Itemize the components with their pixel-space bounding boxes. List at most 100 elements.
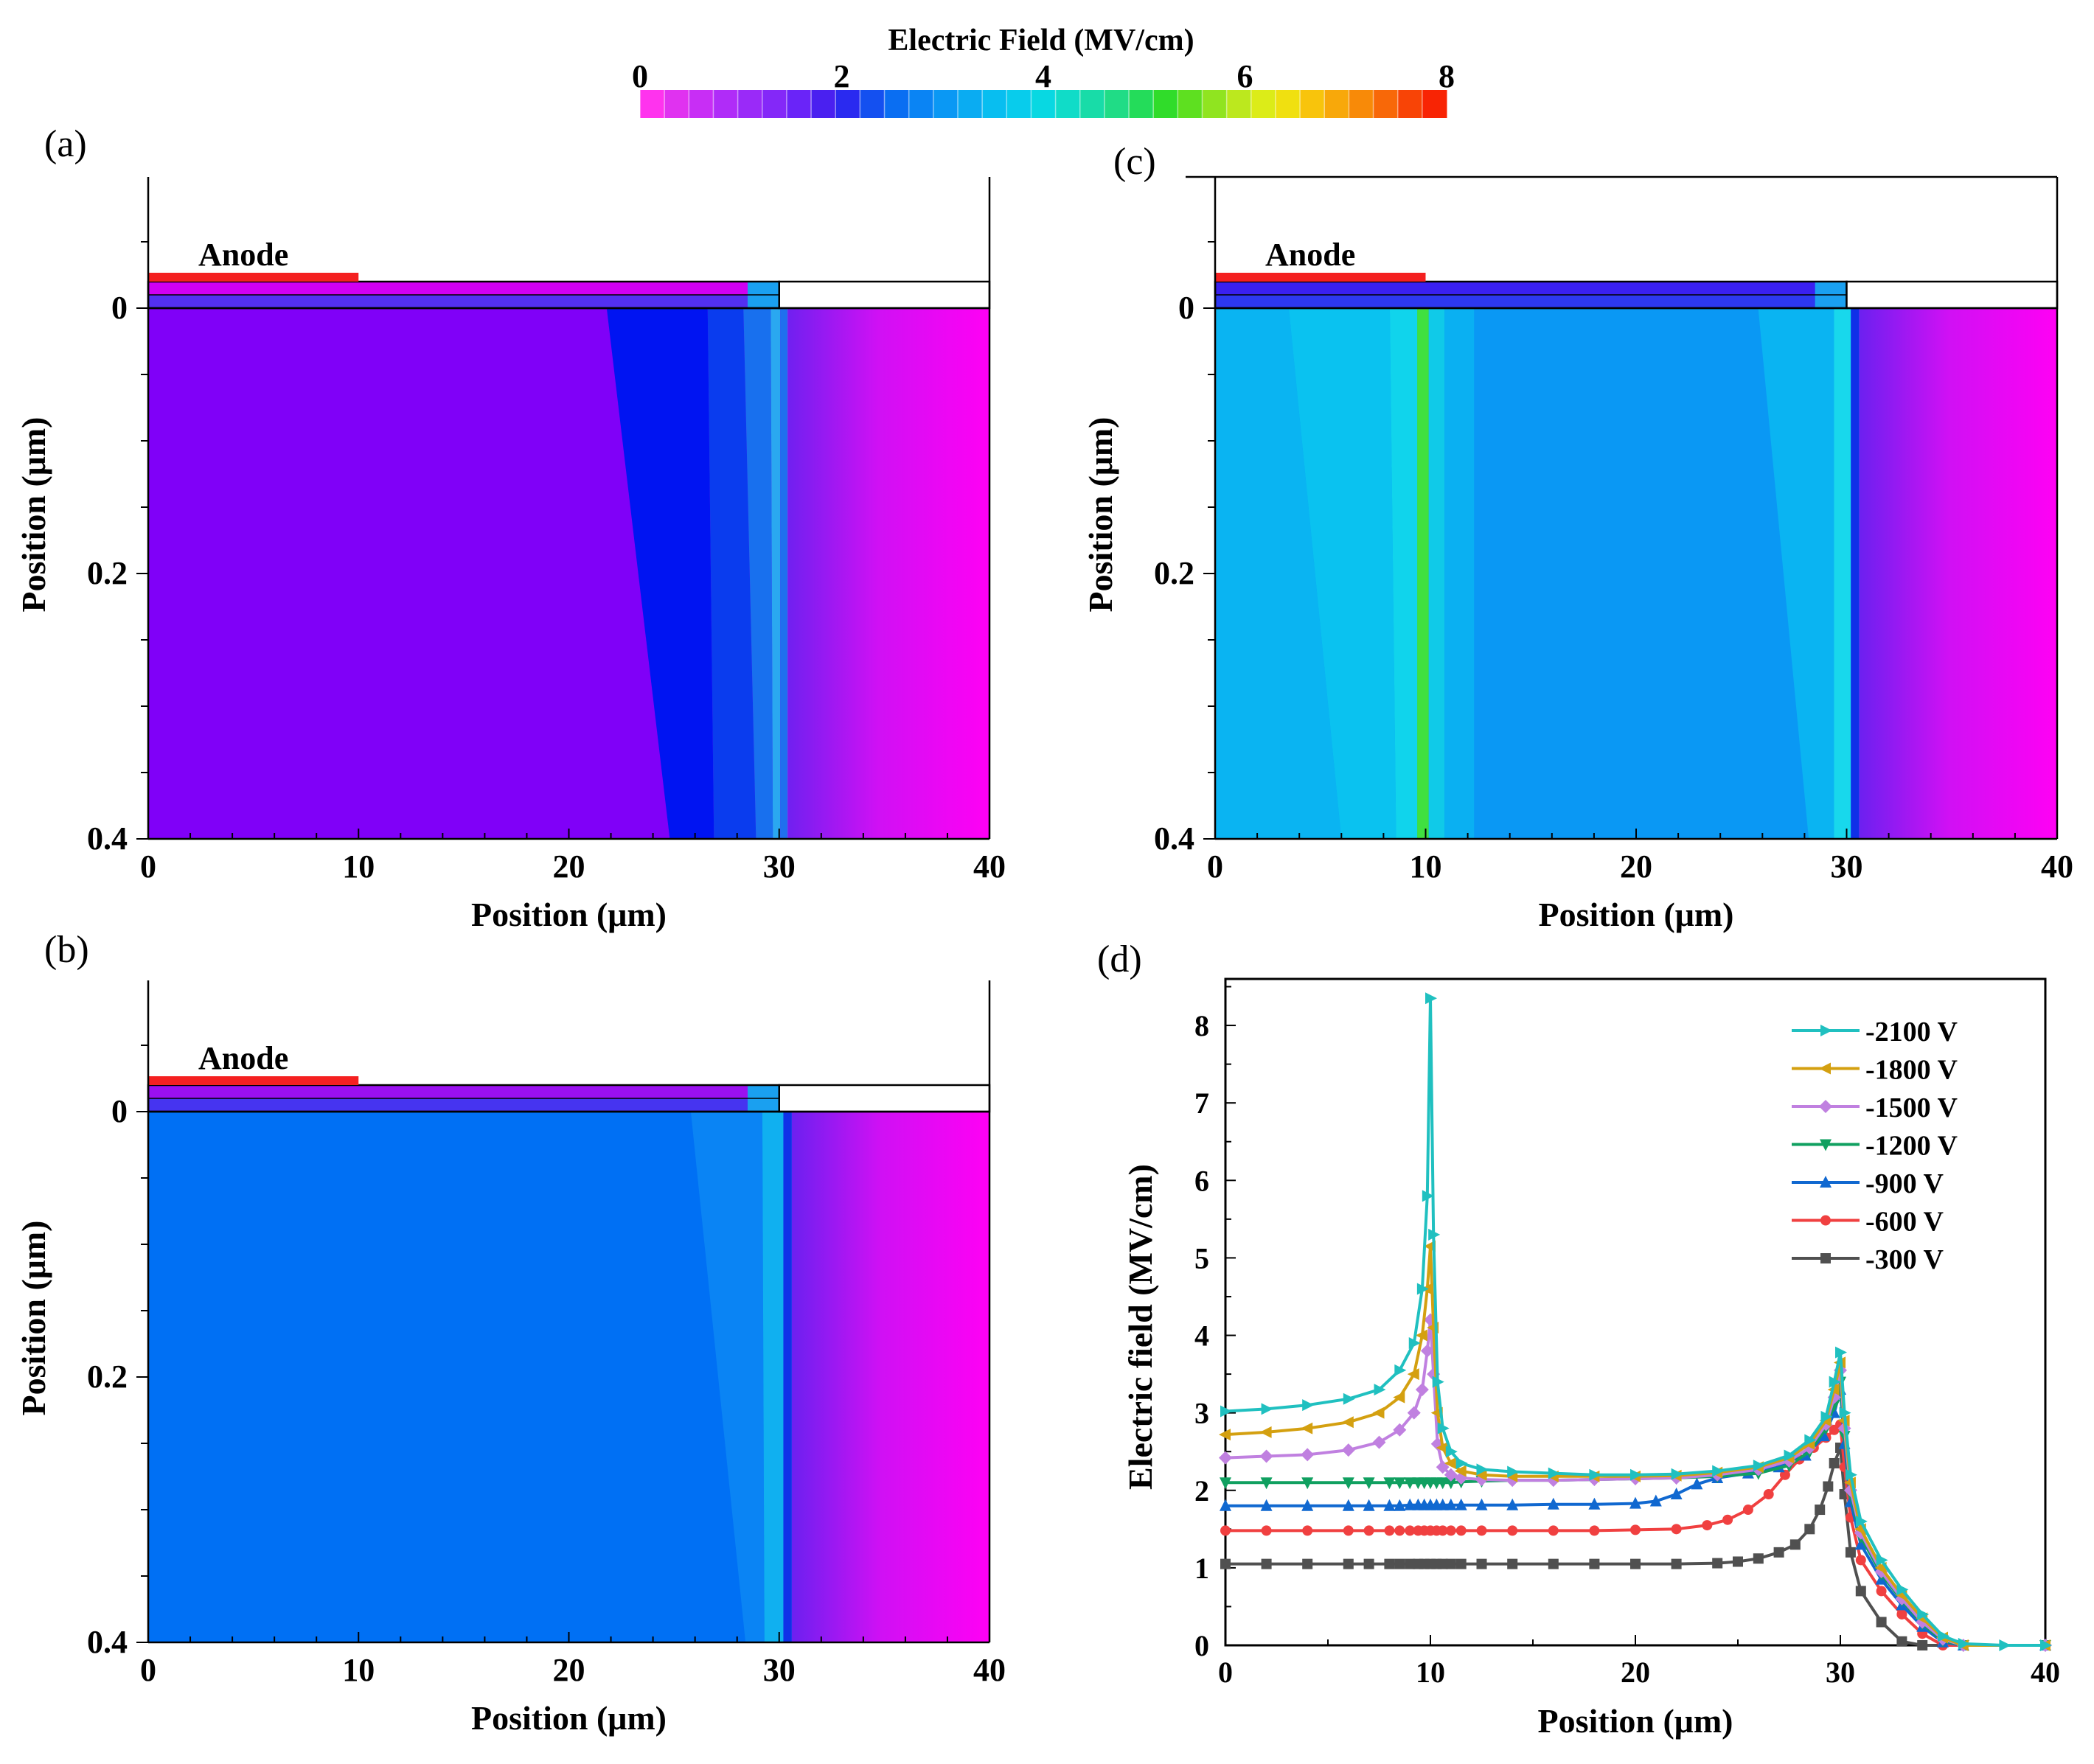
data-point-1-5 (1393, 1391, 1405, 1404)
data-point-0-19 (1630, 1468, 1642, 1481)
data-point-4-6 (1394, 1499, 1406, 1511)
data-point-0-33 (1917, 1608, 1930, 1620)
data-point-2-13 (1444, 1468, 1458, 1482)
colorbar-tick-6: 6 (1237, 58, 1253, 94)
x-tick-label-20: 20 (553, 1652, 585, 1688)
field-band-6 (1758, 308, 1834, 839)
panel-label-a: (a) (44, 123, 87, 165)
data-point-5-7 (1405, 1525, 1416, 1536)
x-tick-label-10: 10 (1416, 1656, 1445, 1689)
data-point-0-18 (1589, 1468, 1601, 1481)
y-tick-label-7: 7 (1194, 1087, 1209, 1120)
colorbar-swatch-2 (689, 90, 714, 118)
y-tick-label-2: 0.4 (87, 820, 128, 857)
colorbar-swatch-7 (811, 90, 836, 118)
data-point-5-13 (1445, 1525, 1456, 1536)
legend-marker-3 (1820, 1139, 1832, 1151)
data-point-3-12 (1436, 1477, 1449, 1490)
data-point-5-20 (1671, 1524, 1682, 1535)
colorbar-swatch-24 (1226, 90, 1252, 118)
y-tick-label-1: 0.2 (1154, 555, 1194, 591)
x-axis-title: Position (μm) (471, 896, 667, 933)
data-point-2-1 (1259, 1449, 1273, 1463)
data-point-6-28 (1823, 1481, 1834, 1492)
legend-marker-6 (1820, 1253, 1831, 1263)
y-tick-label-4: 4 (1194, 1319, 1209, 1353)
data-point-6-20 (1671, 1558, 1682, 1569)
field-band-3 (771, 308, 781, 839)
field-band-3 (1417, 308, 1429, 839)
x-tick-label-30: 30 (1826, 1656, 1855, 1689)
data-point-6-26 (1804, 1524, 1815, 1535)
legend-marker-5 (1820, 1215, 1831, 1226)
data-point-5-0 (1220, 1525, 1231, 1536)
x-tick-label-0: 0 (140, 848, 156, 885)
data-point-5-17 (1548, 1525, 1559, 1536)
data-point-0-11 (1432, 1376, 1444, 1388)
x-axis-title: Position (μm) (1539, 896, 1734, 933)
x-tick-label-20: 20 (553, 848, 585, 885)
data-point-0-30 (1855, 1515, 1868, 1527)
data-point-5-19 (1630, 1524, 1641, 1535)
data-point-5-24 (1763, 1489, 1774, 1500)
data-point-6-18 (1589, 1558, 1600, 1569)
top-strip-lower (148, 295, 779, 308)
data-point-1-13 (1444, 1457, 1456, 1469)
legend-label-3: -1200 V (1865, 1131, 1958, 1162)
data-point-1-7 (1415, 1329, 1427, 1342)
field-band-2 (783, 1112, 792, 1642)
data-point-6-34 (1876, 1617, 1887, 1628)
legend: -2100 V -1800 V -1500 V -1200 V -900 V -600 V… (1792, 1017, 1958, 1275)
panel-label-c: (c) (1113, 141, 1156, 183)
colorbar-swatch-29 (1349, 90, 1374, 118)
data-point-0-15 (1476, 1463, 1489, 1476)
x-tick-label-40: 40 (973, 1652, 1006, 1688)
white-box-right (1846, 280, 2059, 310)
data-point-0-3 (1343, 1392, 1355, 1405)
data-point-4-12 (1436, 1498, 1449, 1510)
data-point-3-4 (1363, 1477, 1375, 1490)
data-point-2-3 (1341, 1443, 1355, 1457)
panel-label-d: (d) (1097, 938, 1142, 980)
data-point-1-1 (1259, 1426, 1272, 1438)
y-axis-title: Position (μm) (15, 1221, 52, 1416)
colorbar-swatch-28 (1324, 90, 1349, 118)
x-tick-label-40: 40 (2031, 1656, 2060, 1689)
x-tick-label-0: 0 (1218, 1656, 1233, 1689)
legend-marker-2 (1819, 1100, 1832, 1113)
data-point-2-2 (1301, 1448, 1315, 1462)
data-point-5-6 (1394, 1525, 1405, 1536)
x-axis-title: Position (μm) (1538, 1702, 1733, 1740)
legend-label-6: -300 V (1865, 1244, 1944, 1275)
data-point-4-20 (1649, 1494, 1662, 1507)
field-region-base (148, 1112, 792, 1642)
data-point-6-12 (1437, 1558, 1448, 1569)
data-point-6-14 (1455, 1558, 1467, 1569)
anode-label: Anode (1265, 237, 1355, 273)
data-point-4-32 (1854, 1538, 1867, 1550)
data-point-5-3 (1343, 1525, 1354, 1536)
colorbar-swatch-6 (786, 90, 812, 118)
field-band-0 (1215, 308, 1342, 839)
data-point-5-4 (1363, 1525, 1374, 1536)
data-point-6-3 (1343, 1558, 1354, 1569)
data-point-3-7 (1404, 1477, 1416, 1490)
y-tick-label-3: 3 (1194, 1397, 1209, 1430)
colorbar: Electric Field (MV/cm) 0 2 4 6 8 (632, 24, 1455, 118)
colorbar-swatch-16 (1031, 90, 1057, 118)
data-point-0-20 (1671, 1468, 1683, 1480)
colorbar-swatch-5 (762, 90, 787, 118)
data-point-0-5 (1394, 1364, 1407, 1376)
data-point-4-0 (1220, 1499, 1231, 1511)
colorbar-swatch-27 (1300, 90, 1325, 118)
field-band-7 (1834, 308, 1851, 839)
data-point-1-2 (1301, 1422, 1313, 1434)
data-point-4-16 (1506, 1498, 1519, 1510)
anode-electrode (148, 1076, 359, 1085)
data-point-0-16 (1507, 1465, 1520, 1478)
field-band-8 (1851, 308, 1860, 839)
colorbar-swatch-11 (908, 90, 934, 118)
colorbar-tick-8: 8 (1439, 58, 1455, 94)
data-point-4-13 (1444, 1498, 1457, 1510)
data-point-1-6 (1407, 1368, 1419, 1381)
